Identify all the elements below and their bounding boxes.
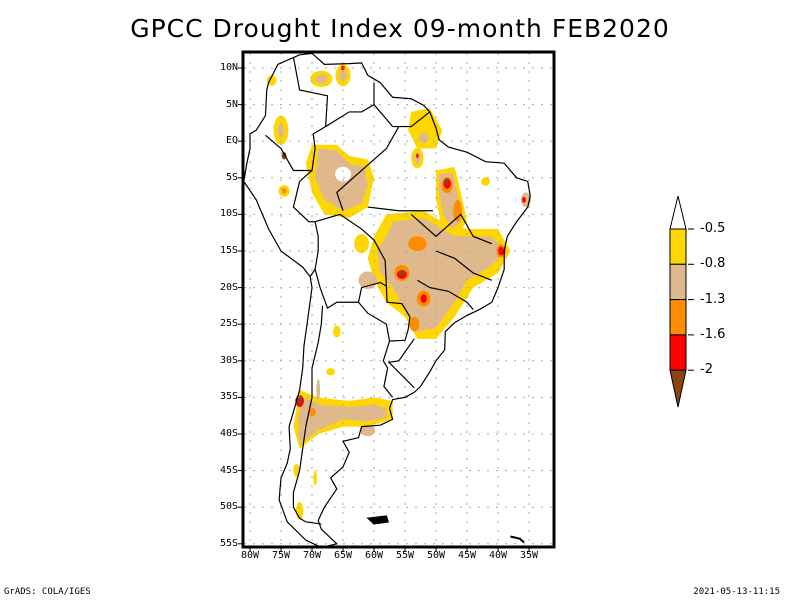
footer-credit: GrADS: COLA/IGES: [4, 587, 91, 597]
y-tick-label: 10S: [204, 208, 238, 219]
border-line: [368, 207, 433, 211]
falkland-islands: [368, 516, 388, 524]
fill-para-red: [416, 154, 418, 158]
colorbar-label: -0.8: [700, 256, 725, 271]
fill-bahia-red: [498, 247, 504, 256]
footer-timestamp: 2021-05-13-11:15: [693, 587, 780, 597]
x-tick-label: 75W: [266, 550, 296, 561]
fill-sp-red: [421, 294, 427, 303]
x-tick-label: 35W: [514, 550, 544, 561]
colorbar-band: [670, 264, 686, 299]
y-tick-label: 25S: [204, 318, 238, 329]
y-tick-label: 20S: [204, 282, 238, 293]
fill-patagonia: [313, 471, 317, 486]
y-tick-label: 5N: [204, 99, 238, 110]
colorbar-band: [670, 229, 686, 264]
x-tick-label: 60W: [359, 550, 389, 561]
y-tick-label: 40S: [204, 428, 238, 439]
y-tick-label: 55S: [204, 538, 238, 549]
fill-venezuela-west-tan: [315, 75, 327, 84]
y-tick-label: 45S: [204, 465, 238, 476]
y-tick-label: 5S: [204, 172, 238, 183]
colorbar-label: -1.3: [700, 292, 725, 307]
fill-cordoba: [326, 368, 335, 375]
x-tick-label: 80W: [235, 550, 265, 561]
fill-pernambuco-red: [522, 197, 526, 203]
fill-piaui: [481, 177, 490, 186]
fill-salta: [333, 326, 340, 338]
colorbar-label: -1.6: [700, 327, 725, 342]
fill-ms-brown: [399, 270, 405, 276]
colorbar-band: [670, 335, 686, 370]
drought-fills: [267, 64, 531, 519]
x-tick-label: 65W: [328, 550, 358, 561]
fill-tocantins-brown: [444, 179, 449, 185]
colorbar: [670, 196, 694, 407]
y-tick-label: 10N: [204, 62, 238, 73]
y-tick-label: 50S: [204, 501, 238, 512]
colorbar-upper-arrow: [670, 196, 686, 229]
fill-bolivia: [354, 234, 369, 253]
x-tick-label: 70W: [297, 550, 327, 561]
x-tick-label: 40W: [483, 550, 513, 561]
drought-map: [0, 0, 800, 600]
fill-pr-orange: [409, 317, 419, 332]
fill-mt-orange: [408, 236, 427, 251]
fill-tocantins-orange2: [453, 200, 462, 222]
fill-peru-orange: [282, 188, 287, 194]
x-tick-label: 50W: [421, 550, 451, 561]
y-tick-label: 15S: [204, 245, 238, 256]
y-tick-label: EQ: [204, 135, 238, 146]
fill-amapa: [408, 108, 442, 148]
colorbar-lower-arrow: [670, 370, 686, 407]
border-line: [389, 339, 414, 388]
x-tick-label: 45W: [452, 550, 482, 561]
colorbar-label: -2: [700, 362, 713, 377]
y-tick-label: 30S: [204, 355, 238, 366]
x-tick-label: 55W: [390, 550, 420, 561]
colorbar-band: [670, 300, 686, 335]
border-line: [383, 341, 392, 397]
y-tick-label: 35S: [204, 391, 238, 402]
border-line: [326, 83, 374, 127]
colorbar-label: -0.5: [700, 221, 725, 236]
fill-amapa-tan: [419, 132, 429, 142]
south-georgia: [510, 536, 524, 542]
